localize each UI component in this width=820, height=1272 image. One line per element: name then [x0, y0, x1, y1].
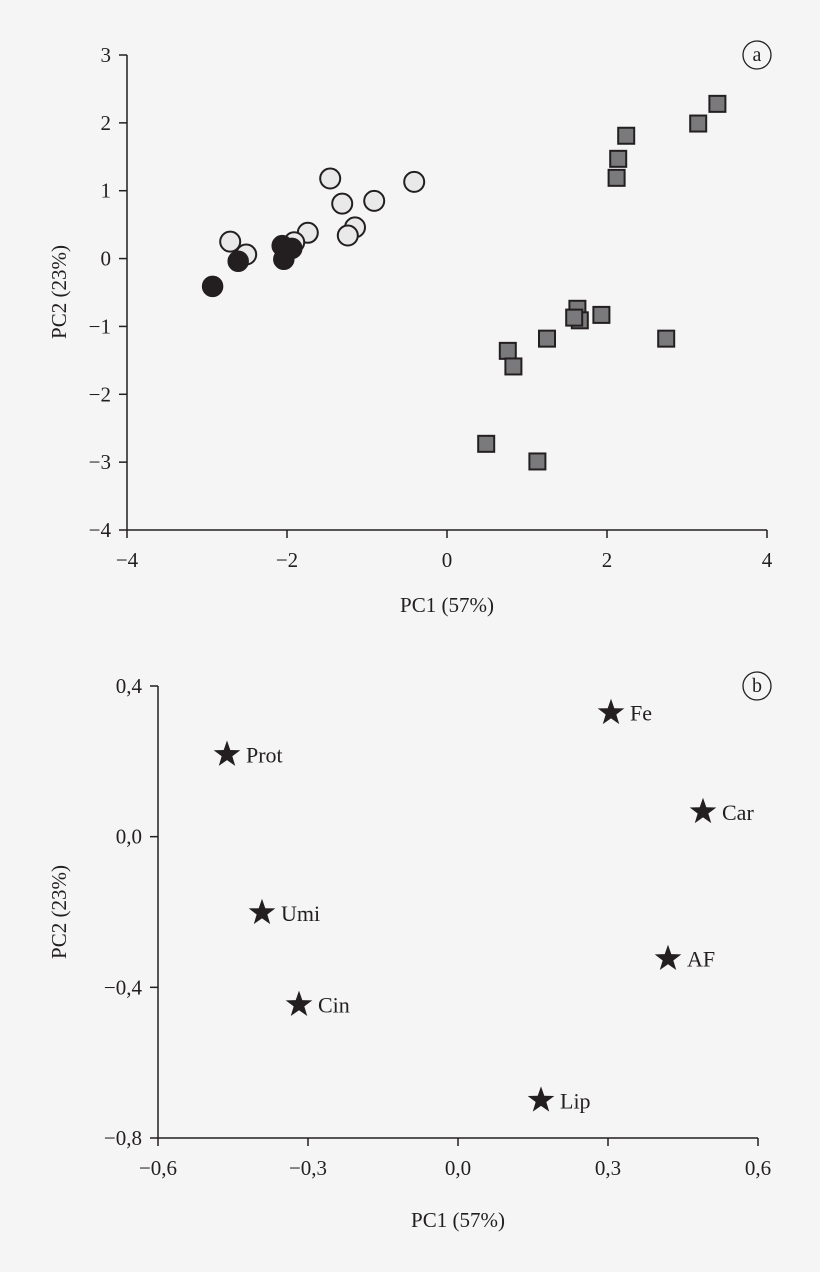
point-label: AF	[687, 947, 715, 972]
data-point-square	[609, 149, 628, 168]
y-tick-label: −0,4	[104, 975, 143, 999]
y-tick-label: 0,4	[116, 674, 143, 698]
y-axis-label: PC2 (23%)	[47, 245, 71, 339]
x-tick-label: 4	[762, 548, 773, 572]
x-tick-label: 0,6	[745, 1156, 771, 1180]
y-tick-label: 0,0	[116, 825, 142, 849]
point-label: Cin	[318, 993, 350, 1018]
x-tick-label: −0,3	[289, 1156, 327, 1180]
star-marker	[654, 944, 682, 971]
y-tick-label: 1	[101, 179, 112, 203]
y-tick-label: 3	[101, 43, 112, 67]
y-tick-label: 0	[101, 247, 112, 271]
data-point-square	[477, 434, 496, 453]
x-tick-label: 0,0	[445, 1156, 471, 1180]
star-marker	[689, 797, 717, 824]
data-point-square	[528, 452, 547, 471]
point-label: Fe	[630, 701, 652, 726]
x-tick-label: 0,3	[595, 1156, 621, 1180]
panel-label-circle	[742, 40, 772, 70]
x-tick-label: −2	[276, 548, 298, 572]
panel-label-circle	[742, 671, 772, 701]
star-marker	[248, 898, 276, 925]
data-point-open-circle	[319, 167, 342, 190]
panel-label: a	[753, 44, 762, 66]
data-point-square	[565, 308, 584, 327]
data-point-square	[607, 168, 626, 187]
panel-label: b	[752, 675, 762, 697]
x-tick-label: −0,6	[139, 1156, 177, 1180]
star-marker	[213, 740, 241, 766]
data-point-square	[657, 329, 676, 348]
point-label: Umi	[281, 901, 320, 926]
data-point-square	[504, 357, 523, 376]
data-point-square	[617, 126, 636, 145]
x-axis-label: PC1 (57%)	[411, 1208, 505, 1232]
x-tick-label: −4	[116, 548, 139, 572]
data-point-filled-circle	[227, 250, 249, 273]
data-point-square	[592, 305, 611, 324]
point-label: Prot	[246, 743, 283, 768]
y-tick-label: −4	[89, 518, 112, 542]
data-point-open-circle	[403, 170, 426, 193]
y-tick-label: 2	[101, 111, 112, 135]
star-marker	[527, 1086, 555, 1112]
x-axis-label: PC1 (57%)	[400, 593, 494, 617]
star-marker	[285, 990, 313, 1016]
point-label: Lip	[560, 1088, 591, 1113]
data-point-open-circle	[363, 189, 386, 212]
data-point-open-circle	[331, 192, 354, 215]
data-point-filled-circle	[201, 275, 224, 298]
y-tick-label: −2	[89, 382, 111, 406]
y-tick-label: −3	[89, 450, 111, 474]
data-point-square	[498, 341, 517, 360]
data-point-filled-circle	[273, 248, 295, 270]
point-label: Car	[722, 800, 754, 825]
data-point-open-circle	[336, 224, 359, 247]
y-tick-label: −1	[89, 314, 111, 338]
data-point-square	[708, 94, 727, 113]
y-tick-label: −0,8	[104, 1126, 142, 1150]
data-point-square	[689, 114, 708, 133]
y-axis-label: PC2 (23%)	[47, 865, 71, 959]
data-point-open-circle	[219, 230, 242, 253]
data-point-square	[538, 329, 556, 348]
x-tick-label: 0	[442, 548, 453, 572]
x-tick-label: 2	[602, 548, 613, 572]
star-marker	[597, 698, 625, 725]
